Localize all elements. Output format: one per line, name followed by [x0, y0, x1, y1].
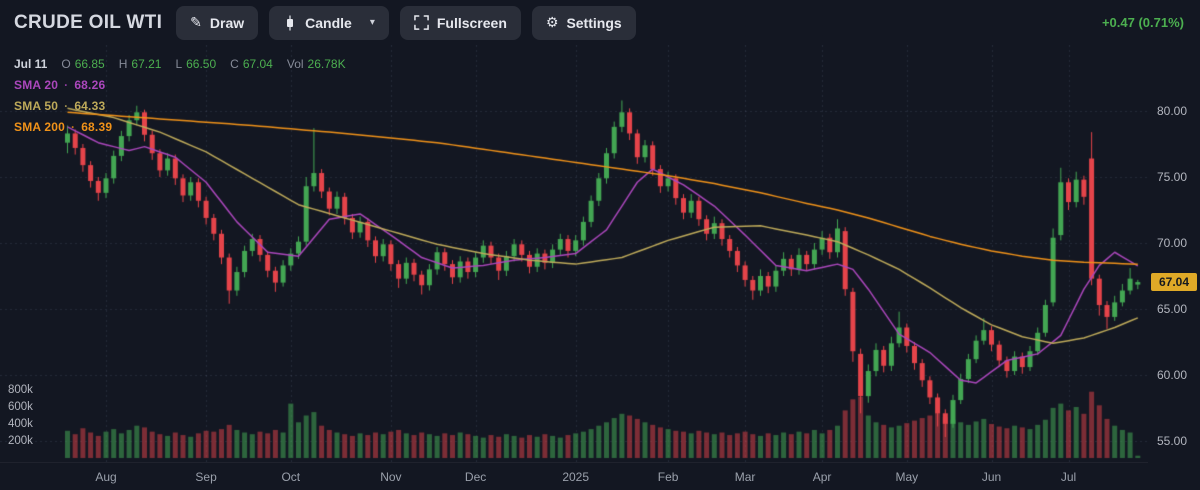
chevron-down-icon: ▾: [369, 17, 375, 28]
symbol-title: CRUDE OIL WTI: [14, 11, 163, 33]
gear-icon: ⚙: [545, 14, 559, 31]
price-axis-label: 55.00: [1157, 434, 1188, 448]
time-axis-label: Mar: [734, 470, 756, 484]
chart-type-button[interactable]: Candle ▾: [269, 5, 389, 40]
price-axis-label: 65.00: [1157, 302, 1188, 316]
draw-button-label: Draw: [209, 14, 245, 31]
time-axis-label: May: [895, 470, 919, 484]
time-axis-label: Nov: [380, 470, 402, 484]
toolbar: CRUDE OIL WTI ✎ Draw Candle ▾ Fullscreen…: [0, 0, 1200, 45]
draw-button[interactable]: ✎ Draw: [176, 5, 259, 40]
time-axis-label: Aug: [95, 470, 117, 484]
volume-axis-label: 800k: [8, 384, 33, 396]
time-axis-label: 2025: [562, 470, 590, 484]
last-price-badge: 67.04: [1151, 273, 1197, 292]
fullscreen-button[interactable]: Fullscreen: [399, 5, 521, 40]
price-axis[interactable]: 80.00 75.00 70.00 65.00 60.00 55.00 67.04: [1148, 45, 1200, 462]
chart-type-label: Candle: [305, 14, 352, 31]
price-chart-canvas[interactable]: [0, 45, 1148, 462]
price-axis-label: 75.00: [1157, 170, 1188, 184]
price-axis-label: 60.00: [1157, 368, 1188, 382]
price-change-badge: +0.47 (0.71%): [1101, 15, 1184, 30]
time-axis-label: Jun: [981, 470, 1002, 484]
time-axis-label: Oct: [281, 470, 301, 484]
time-axis[interactable]: Aug Sep Oct Nov Dec 2025 Feb Mar Apr May Jun Jul: [0, 462, 1148, 490]
time-axis-label: Jul: [1060, 470, 1077, 484]
volume-axis-label: 600k: [8, 401, 33, 413]
settings-button-label: Settings: [566, 14, 622, 31]
price-axis-label: 70.00: [1157, 236, 1188, 250]
pencil-icon: ✎: [190, 14, 202, 31]
time-axis-label: Feb: [657, 470, 679, 484]
fullscreen-button-label: Fullscreen: [436, 14, 507, 31]
settings-button[interactable]: ⚙ Settings: [531, 5, 636, 40]
time-axis-label: Sep: [195, 470, 217, 484]
price-axis-label: 80.00: [1157, 104, 1188, 118]
fullscreen-icon: [414, 15, 429, 30]
candlestick-icon: [283, 15, 297, 31]
time-axis-label: Dec: [464, 470, 487, 484]
volume-axis-label: 200k: [8, 435, 33, 447]
time-axis-label: Apr: [812, 470, 832, 484]
chart-area: Jul 11 O 66.85 H 67.21 L 66.50 C 67.04 Vol 26…: [0, 45, 1148, 462]
volume-axis-label: 400k: [8, 418, 33, 430]
